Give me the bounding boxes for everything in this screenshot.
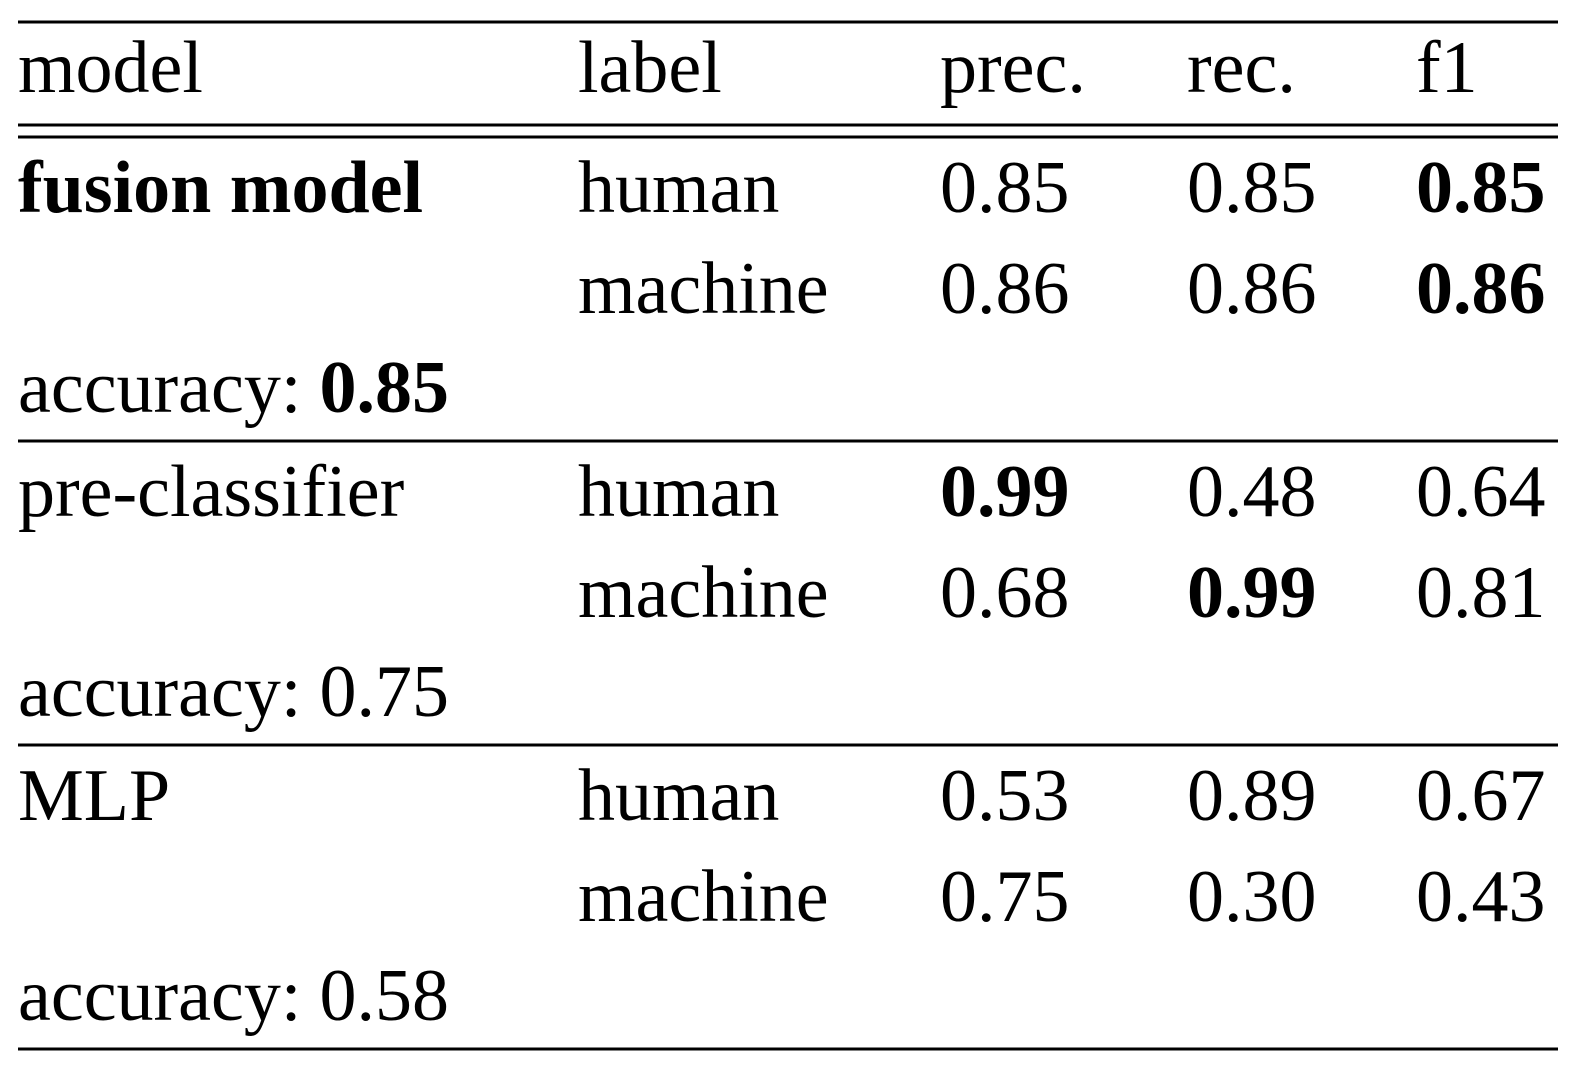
- metric-cell: 0.67: [1416, 755, 1546, 837]
- metric-cell: 0.86: [1416, 248, 1546, 330]
- metric-cell: 0.30: [1187, 856, 1317, 938]
- metric-cell: 0.99: [1187, 552, 1317, 634]
- metric-cell: 0.85: [940, 147, 1070, 229]
- model-name: pre-classifier: [18, 451, 404, 533]
- label-cell: machine: [578, 248, 829, 330]
- metric-cell: 0.85: [1187, 147, 1317, 229]
- accuracy-label: accuracy:: [18, 347, 301, 429]
- metric-cell: 0.89: [1187, 755, 1317, 837]
- accuracy-value: 0.58: [319, 955, 449, 1037]
- metric-cell: 0.81: [1416, 552, 1546, 634]
- header-cell: prec.: [940, 27, 1086, 109]
- label-cell: machine: [578, 856, 829, 938]
- metric-cell: 0.75: [940, 856, 1070, 938]
- label-cell: human: [578, 755, 779, 837]
- header-cell: label: [578, 27, 722, 109]
- accuracy-line: accuracy: 0.85: [18, 347, 449, 429]
- metric-cell: 0.48: [1187, 451, 1317, 533]
- metric-cell: 0.99: [940, 451, 1070, 533]
- label-cell: human: [578, 147, 779, 229]
- label-cell: human: [578, 451, 779, 533]
- header-cell: model: [18, 27, 203, 109]
- metric-cell: 0.86: [940, 248, 1070, 330]
- accuracy-line: accuracy: 0.58: [18, 955, 449, 1037]
- accuracy-value: 0.75: [319, 651, 449, 733]
- accuracy-label: accuracy:: [18, 651, 301, 733]
- header-cell: rec.: [1187, 27, 1296, 109]
- header-cell: f1: [1416, 27, 1478, 109]
- metric-cell: 0.43: [1416, 856, 1546, 938]
- accuracy-value: 0.85: [319, 347, 449, 429]
- metric-cell: 0.68: [940, 552, 1070, 634]
- metric-cell: 0.64: [1416, 451, 1546, 533]
- model-name: MLP: [18, 755, 170, 837]
- model-name: fusion model: [18, 147, 423, 229]
- accuracy-line: accuracy: 0.75: [18, 651, 449, 733]
- metric-cell: 0.53: [940, 755, 1070, 837]
- metric-cell: 0.85: [1416, 147, 1546, 229]
- metric-cell: 0.86: [1187, 248, 1317, 330]
- label-cell: machine: [578, 552, 829, 634]
- accuracy-label: accuracy:: [18, 955, 301, 1037]
